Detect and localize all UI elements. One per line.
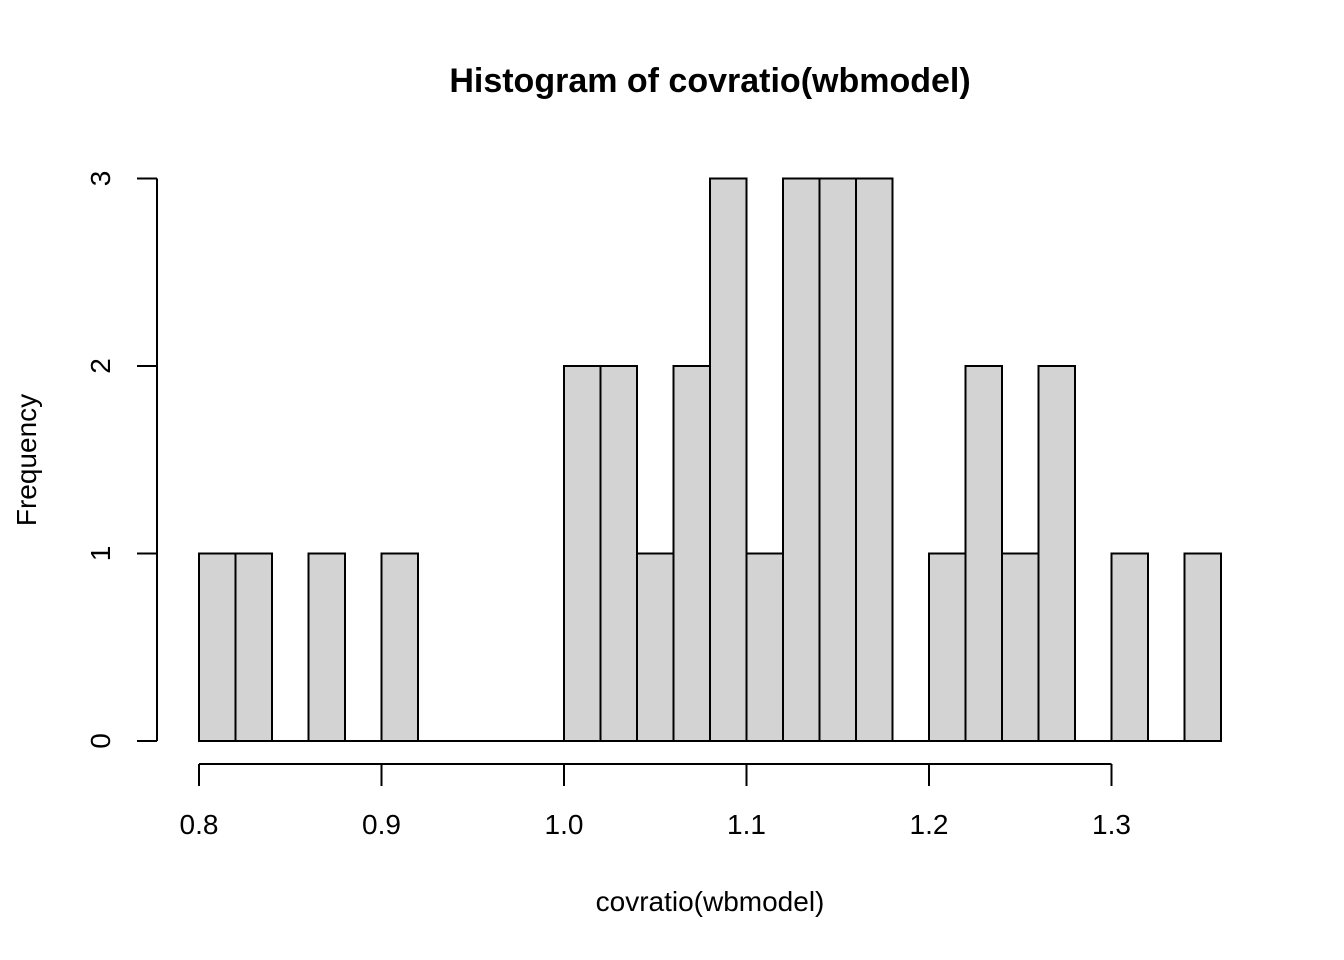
histogram-bar-21 (964, 365, 1003, 742)
x-tick-label: 1.3 (1092, 809, 1131, 840)
x-axis-label: covratio(wbmodel) (596, 886, 825, 917)
x-tick-label: 1.0 (545, 809, 584, 840)
histogram-bar-25 (1110, 552, 1149, 742)
histogram-bar-10 (563, 365, 602, 742)
histogram-bar-0 (198, 552, 237, 742)
histogram-bar-20 (928, 552, 967, 742)
y-axis-label: Frequency (11, 394, 42, 526)
histogram-bar-16 (782, 177, 821, 742)
histogram-bar-18 (855, 177, 894, 742)
y-axis: 0 1 2 3 (85, 171, 158, 749)
histogram-bar-23 (1037, 365, 1076, 742)
histogram-bar-17 (818, 177, 857, 742)
histogram-bar-1 (234, 552, 273, 742)
chart-title: Histogram of covratio(wbmodel) (449, 62, 970, 100)
x-tick-label: 0.9 (362, 809, 401, 840)
histogram-bar-11 (599, 365, 638, 742)
x-tick-label: 1.1 (727, 809, 766, 840)
x-tick-label: 1.2 (910, 809, 949, 840)
histogram-bar-12 (636, 552, 675, 742)
histogram-bar-3 (307, 552, 346, 742)
bars-group (198, 177, 1222, 742)
y-tick-label: 2 (85, 358, 116, 374)
y-tick-label: 0 (85, 733, 116, 749)
histogram-bar-13 (672, 365, 711, 742)
histogram-bar-14 (709, 177, 748, 742)
x-tick-label: 0.8 (180, 809, 219, 840)
histogram-bar-27 (1183, 552, 1222, 742)
histogram-bar-5 (380, 552, 419, 742)
x-axis: 0.8 0.9 1.0 1.1 1.2 1.3 (180, 763, 1131, 840)
histogram-bar-15 (745, 552, 784, 742)
histogram-bar-22 (1001, 552, 1040, 742)
y-tick-label: 3 (85, 171, 116, 187)
y-tick-label: 1 (85, 546, 116, 562)
